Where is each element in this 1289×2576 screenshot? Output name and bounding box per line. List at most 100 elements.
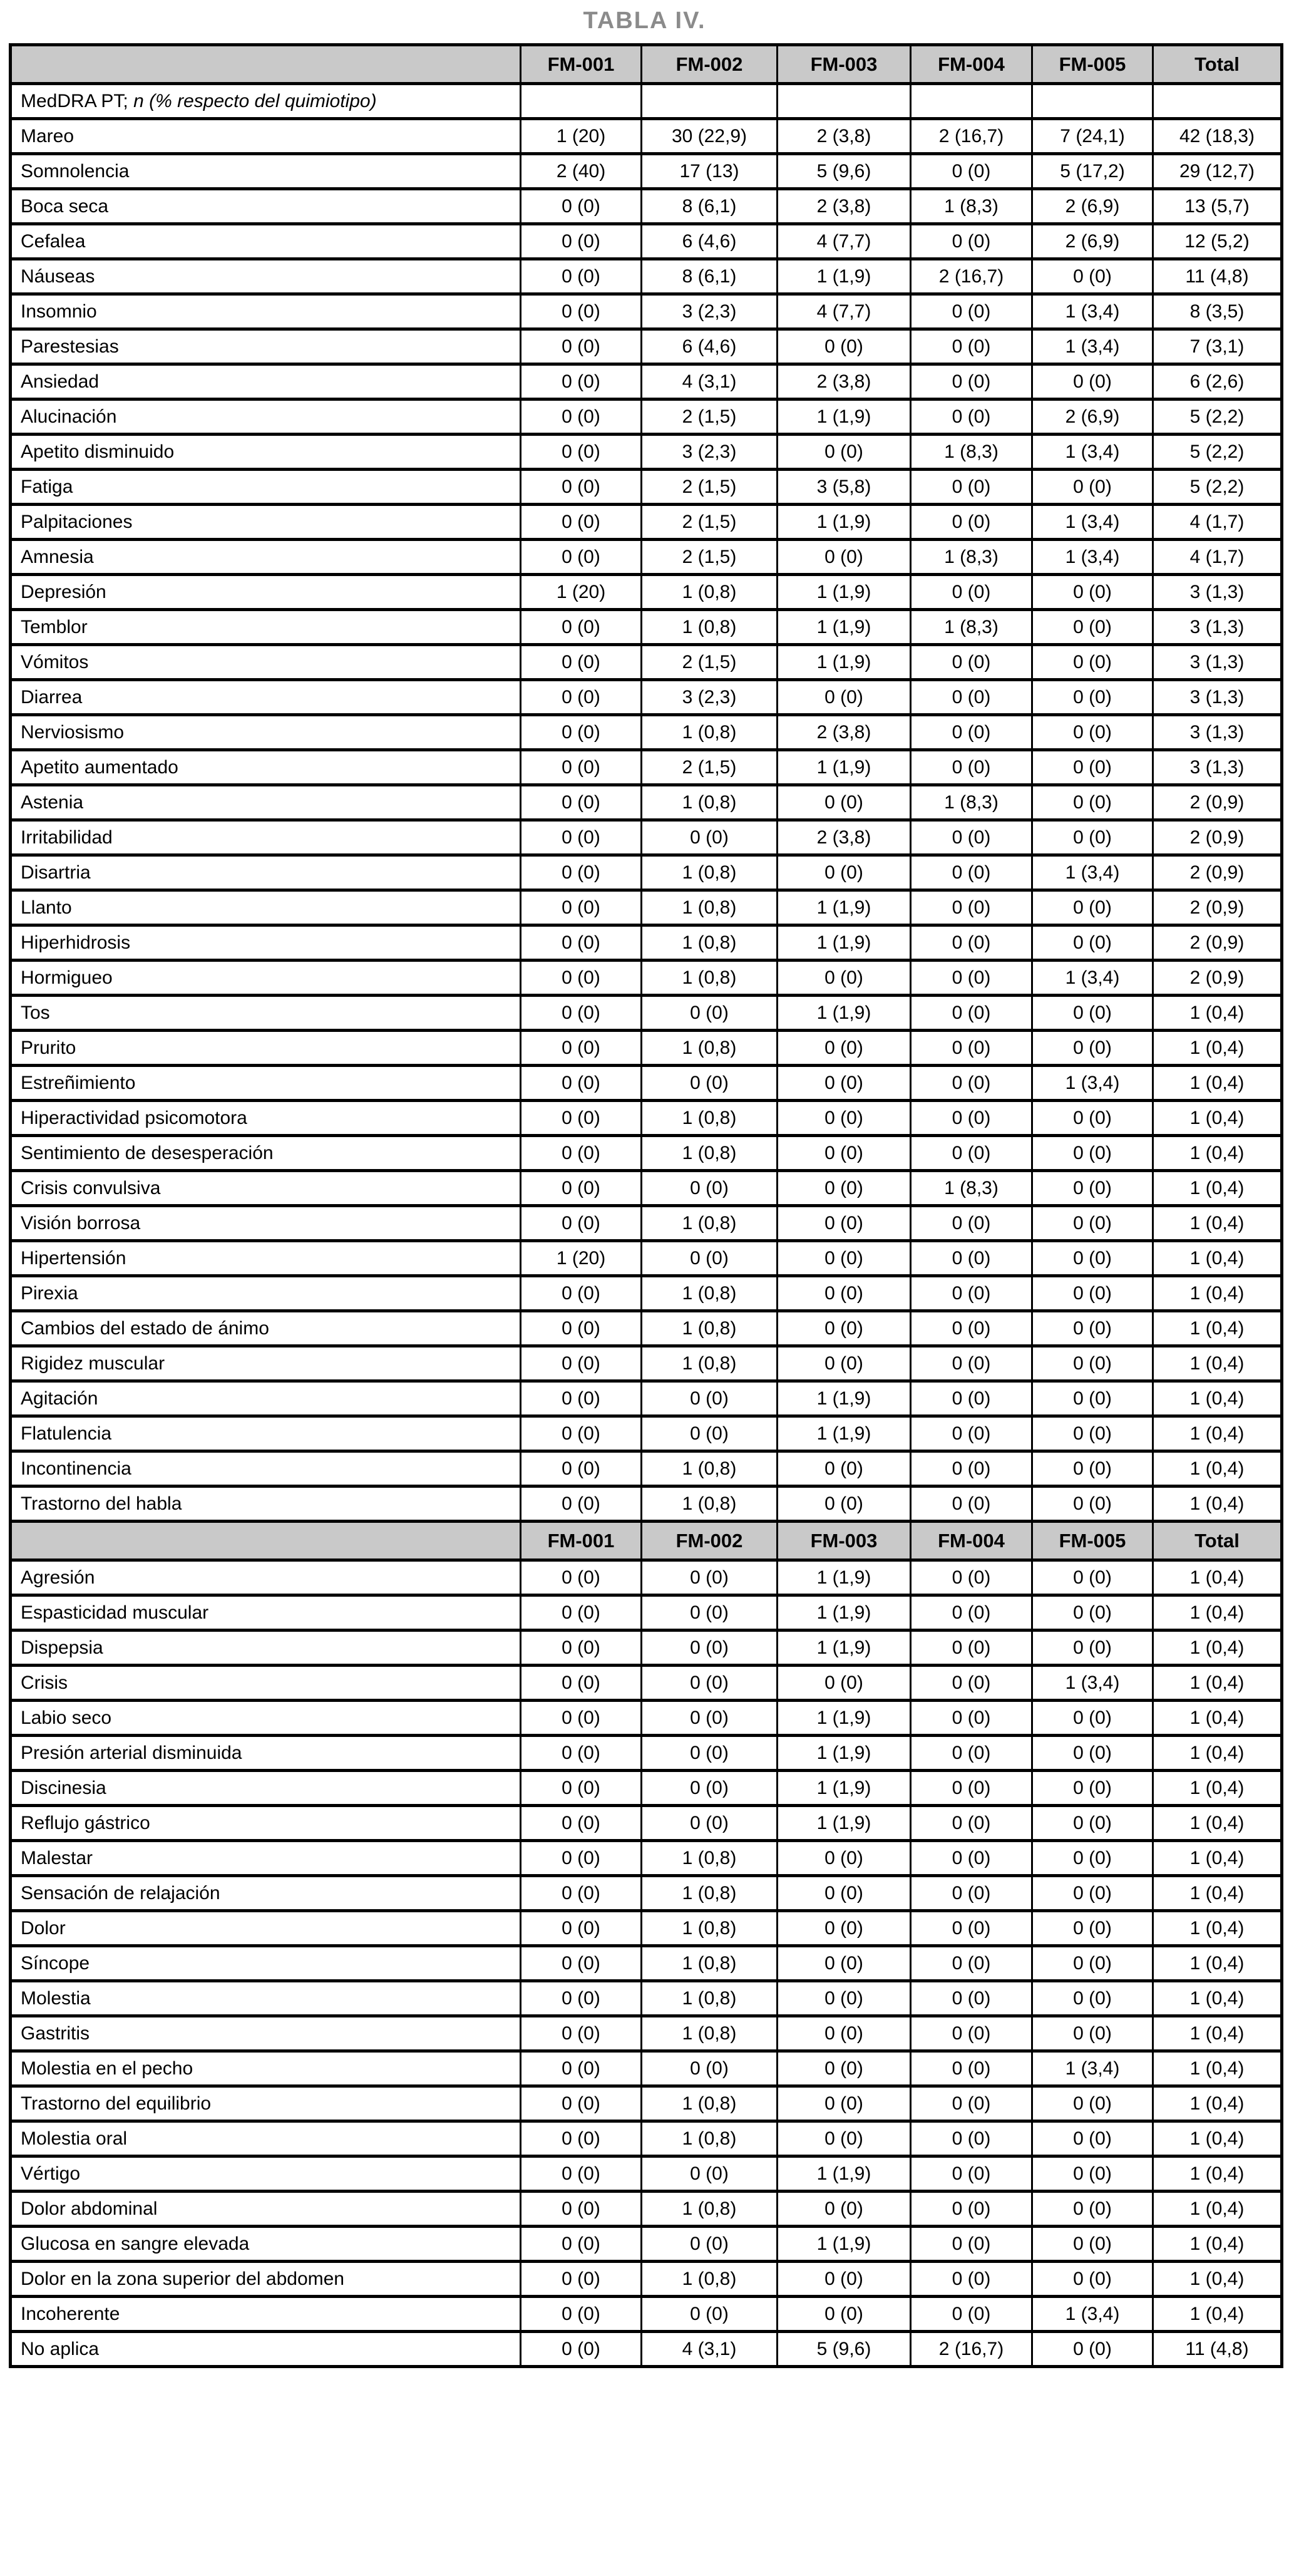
cell-value: 0 (0) xyxy=(1031,1134,1154,1172)
cell-value: 1 (1,9) xyxy=(776,608,912,646)
cell-value: 11 (4,8) xyxy=(1152,2330,1283,2368)
row-label: Tos xyxy=(9,994,521,1032)
cell-value: 0 (0) xyxy=(520,1029,642,1067)
column-header-fm004: FM-004 xyxy=(910,43,1033,85)
cell-value: 1 (0,4) xyxy=(1152,1594,1283,1632)
table-header-middle: FM-001 FM-002 FM-003 FM-004 FM-005 Total xyxy=(9,1520,1283,1562)
cell-value: 2 (0,9) xyxy=(1152,959,1283,997)
table-body-section-1: Mareo 1 (20) 30 (22,9) 2 (3,8) 2 (16,7) … xyxy=(9,117,1283,1523)
row-label: Dolor abdominal xyxy=(9,2190,521,2228)
table-row: Fatiga 0 (0) 2 (1,5) 3 (5,8) 0 (0) 0 (0)… xyxy=(9,468,1283,506)
row-label: Sentimiento de desesperación xyxy=(9,1134,521,1172)
row-label: Labio seco xyxy=(9,1699,521,1737)
cell-value: 29 (12,7) xyxy=(1152,152,1283,190)
table-row: Flatulencia 0 (0) 0 (0) 1 (1,9) 0 (0) 0 … xyxy=(9,1414,1283,1453)
table-row: Sentimiento de desesperación 0 (0) 1 (0,… xyxy=(9,1134,1283,1172)
cell-value: 1 (1,9) xyxy=(776,2225,912,2263)
cell-value: 0 (0) xyxy=(910,713,1033,751)
cell-value: 0 (0) xyxy=(1031,2330,1154,2368)
cell-value: 0 (0) xyxy=(776,1274,912,1312)
cell-value: 0 (0) xyxy=(1031,1629,1154,1667)
cell-value: 0 (0) xyxy=(910,1769,1033,1807)
cell-value: 2 (6,9) xyxy=(1031,398,1154,436)
cell-value: 1 (0,4) xyxy=(1152,1769,1283,1807)
cell-value: 1 (0,8) xyxy=(640,1274,778,1312)
cell-value: 1 (0,4) xyxy=(1152,1485,1283,1523)
cell-value: 0 (0) xyxy=(1031,1379,1154,1418)
cell-value: 0 (0) xyxy=(520,1979,642,2017)
row-label: Estreñimiento xyxy=(9,1064,521,1102)
cell-value: 0 (0) xyxy=(1031,783,1154,822)
table-row: Molestia en el pecho 0 (0) 0 (0) 0 (0) 0… xyxy=(9,2049,1283,2088)
cell-value: 0 (0) xyxy=(776,1664,912,1702)
cell-value: 0 (0) xyxy=(520,433,642,471)
cell-value: 0 (0) xyxy=(520,1309,642,1347)
cell-value: 0 (0) xyxy=(1031,994,1154,1032)
cell-value: 0 (0) xyxy=(520,1450,642,1488)
row-label: Amnesia xyxy=(9,538,521,576)
cell-value: 3 (1,3) xyxy=(1152,608,1283,646)
cell-value: 1 (8,3) xyxy=(910,187,1033,225)
cell-value: 0 (0) xyxy=(1031,1979,1154,2017)
table-row: Insomnio 0 (0) 3 (2,3) 4 (7,7) 0 (0) 1 (… xyxy=(9,292,1283,331)
cell-value: 0 (0) xyxy=(520,1944,642,1982)
table-row: Mareo 1 (20) 30 (22,9) 2 (3,8) 2 (16,7) … xyxy=(9,117,1283,155)
cell-value: 1 (0,4) xyxy=(1152,994,1283,1032)
cell-value: 0 (0) xyxy=(910,1309,1033,1347)
cell-value: 1 (0,4) xyxy=(1152,1874,1283,1912)
meddra-pt-label: MedDRA PT; n (% respecto del quimiotipo) xyxy=(9,82,521,120)
row-label: Depresión xyxy=(9,573,521,611)
cell-value: 0 (0) xyxy=(520,1485,642,1523)
row-label: Apetito aumentado xyxy=(9,748,521,786)
cell-value: 0 (0) xyxy=(910,2014,1033,2053)
cell-value: 0 (0) xyxy=(776,2260,912,2298)
cell-value: 0 (0) xyxy=(520,1414,642,1453)
row-label: Insomnio xyxy=(9,292,521,331)
cell-value: 1 (0,4) xyxy=(1152,1699,1283,1737)
row-label: Nerviosismo xyxy=(9,713,521,751)
table-row: Agitación 0 (0) 0 (0) 1 (1,9) 0 (0) 0 (0… xyxy=(9,1379,1283,1418)
row-label: Incoherente xyxy=(9,2295,521,2333)
cell-value: 2 (16,7) xyxy=(910,117,1033,155)
table-row: No aplica 0 (0) 4 (3,1) 5 (9,6) 2 (16,7)… xyxy=(9,2330,1283,2368)
cell-value: 0 (0) xyxy=(520,1909,642,1947)
cell-value: 0 (0) xyxy=(910,2260,1033,2298)
cell-value: 2 (3,8) xyxy=(776,818,912,857)
cell-value: 1 (0,4) xyxy=(1152,1909,1283,1947)
cell-value: 0 (0) xyxy=(520,2260,642,2298)
row-label: Pirexia xyxy=(9,1274,521,1312)
cell-value: 1 (0,4) xyxy=(1152,1629,1283,1667)
cell-value: 0 (0) xyxy=(910,152,1033,190)
adverse-events-table: FM-001 FM-002 FM-003 FM-004 FM-005 Total… xyxy=(9,43,1283,2368)
cell-value: 1 (1,9) xyxy=(776,1769,912,1807)
row-label: Hipertensión xyxy=(9,1239,521,1277)
row-label: Palpitaciones xyxy=(9,503,521,541)
cell-value: 0 (0) xyxy=(520,678,642,716)
cell-value: 0 (0) xyxy=(1031,1734,1154,1772)
cell-value: 1 (1,9) xyxy=(776,1379,912,1418)
row-label: Apetito disminuido xyxy=(9,433,521,471)
cell-value: 1 (3,4) xyxy=(1031,1064,1154,1102)
row-label: Discinesia xyxy=(9,1769,521,1807)
cell-value: 0 (0) xyxy=(640,994,778,1032)
cell-value: 1 (0,8) xyxy=(640,2260,778,2298)
row-label: Molestia en el pecho xyxy=(9,2049,521,2088)
cell-value: 1 (1,9) xyxy=(776,1629,912,1667)
cell-value: 0 (0) xyxy=(910,2084,1033,2123)
cell-value: 0 (0) xyxy=(776,853,912,892)
cell-value: 2 (0,9) xyxy=(1152,818,1283,857)
cell-value: 0 (0) xyxy=(910,1629,1033,1667)
table-row: Dispepsia 0 (0) 0 (0) 1 (1,9) 0 (0) 0 (0… xyxy=(9,1629,1283,1667)
cell-value: 0 (0) xyxy=(640,1379,778,1418)
empty-cell xyxy=(910,82,1033,120)
cell-value: 1 (3,4) xyxy=(1031,2295,1154,2333)
cell-value: 3 (1,3) xyxy=(1152,713,1283,751)
cell-value: 0 (0) xyxy=(776,1239,912,1277)
row-label: Visión borrosa xyxy=(9,1204,521,1242)
cell-value: 0 (0) xyxy=(520,1629,642,1667)
cell-value: 0 (0) xyxy=(910,959,1033,997)
cell-value: 1 (3,4) xyxy=(1031,433,1154,471)
row-label: Dolor xyxy=(9,1909,521,1947)
table-row: Espasticidad muscular 0 (0) 0 (0) 1 (1,9… xyxy=(9,1594,1283,1632)
cell-value: 0 (0) xyxy=(1031,1204,1154,1242)
